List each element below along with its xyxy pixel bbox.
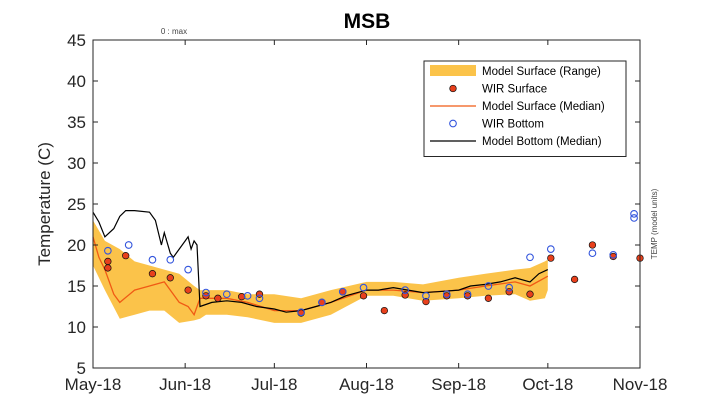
legend-swatch-marker [449, 119, 457, 128]
wir-bottom-point [148, 255, 157, 264]
wir-bottom-point [318, 298, 326, 307]
wir-bottom-point [588, 249, 597, 258]
wir-surface-point [214, 294, 222, 302]
y-tick-label: 40 [67, 72, 86, 91]
wir-bottom-point [422, 291, 430, 300]
wir-bottom-point [166, 255, 175, 264]
wir-bottom-point [401, 286, 409, 294]
legend-label: Model Surface (Range) [482, 66, 601, 78]
y-tick-label: 35 [67, 113, 86, 132]
legend-label: Model Bottom (Median) [482, 136, 602, 148]
legend-label: Model Surface (Median) [482, 101, 605, 113]
wir-bottom-point [442, 290, 451, 299]
wir-surface-point [526, 290, 534, 298]
x-tick-label: Nov-18 [613, 375, 668, 394]
wir-surface-point [588, 241, 597, 249]
wir-surface-point [104, 257, 112, 266]
y-tick-label: 45 [67, 31, 86, 50]
y-tick-label: 25 [67, 195, 86, 214]
wir-surface-point [422, 297, 430, 306]
y-tick-label: 30 [67, 154, 86, 173]
y-tick-label: 20 [67, 236, 86, 255]
legend-label: WIR Surface [482, 84, 547, 96]
wir-bottom-point [202, 288, 210, 297]
y-tick-label: 15 [67, 277, 86, 296]
x-tick-label: Aug-18 [339, 375, 394, 394]
wir-bottom-point [630, 214, 638, 222]
wir-bottom-point [463, 290, 472, 299]
wir-surface-point [148, 270, 157, 278]
wir-surface-point [184, 286, 192, 294]
wir-surface-point [570, 275, 579, 284]
legend-swatch-marker [449, 84, 457, 93]
wir-surface-point [484, 294, 493, 302]
wir-surface-point [237, 293, 246, 301]
x-tick-label: Oct-18 [522, 375, 573, 394]
chart-title: MSB [344, 10, 391, 33]
wir-bottom-point [338, 287, 347, 296]
wir-surface-point [547, 254, 555, 262]
wir-bottom-point [124, 241, 133, 249]
wir-surface-point [359, 292, 368, 300]
y-tick-label: 10 [67, 318, 86, 337]
x-tick-label: Jul-18 [251, 375, 297, 394]
wir-surface-point [122, 252, 130, 260]
wir-bottom-point [255, 294, 264, 303]
x-tick-label: Jun-18 [159, 375, 211, 394]
wir-bottom-point [505, 283, 514, 292]
wir-bottom-point [184, 265, 192, 274]
plot-area [92, 209, 644, 323]
wir-bottom-point [243, 291, 252, 300]
wir-surface-point [166, 274, 174, 282]
wir-bottom-point [359, 283, 368, 292]
wir-surface-point [380, 306, 388, 315]
x-tick-label: May-18 [65, 375, 122, 394]
axis-ticks: 5 10 15 20 25 30 35 40 45 May-18 Jun-18 Jul-18 Aug-1… [65, 31, 668, 394]
y-axis-label: Temperature (C) [35, 142, 54, 266]
legend-swatch-band [430, 65, 476, 76]
y-tick-label: 5 [77, 359, 86, 378]
x-tick-label: Sep-18 [431, 375, 486, 394]
series-model-bottom-median [92, 210, 549, 313]
top-note: 0 : max [161, 27, 187, 36]
wir-bottom-point [104, 246, 112, 255]
right-axis-note: TEMP (model units) [650, 188, 659, 259]
legend-label: WIR Bottom [482, 119, 544, 131]
legend: Model Surface (Range) WIR Surface Model Su… [423, 60, 627, 157]
wir-bottom-point [609, 250, 618, 259]
wir-bottom-point [222, 290, 231, 299]
wir-bottom-point [546, 245, 555, 253]
wir-bottom-point [297, 308, 305, 317]
wir-bottom-point [484, 282, 493, 290]
wir-bottom-point [526, 253, 534, 262]
wir-surface-point [104, 264, 112, 272]
wir-bottom-point [630, 209, 638, 218]
